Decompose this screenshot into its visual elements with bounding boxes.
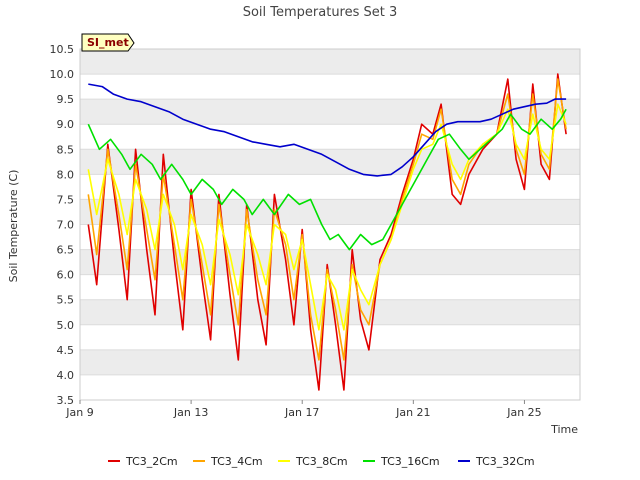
plot-border <box>79 48 581 401</box>
y-tick-label: 6.0 <box>57 269 75 282</box>
series-lines <box>87 73 567 391</box>
station-badge: SI_met <box>81 33 135 52</box>
y-tick-label: 7.0 <box>57 219 75 232</box>
grid-band <box>80 199 580 225</box>
x-tick-label: Jan 21 <box>395 406 430 419</box>
grid-band <box>80 99 580 125</box>
y-tick-label: 4.5 <box>57 344 75 357</box>
station-badge-box <box>81 33 135 52</box>
legend-label: TC3_16Cm <box>380 455 440 468</box>
y-tick-label: 8.0 <box>57 168 75 181</box>
y-tick-label: 7.5 <box>57 193 75 206</box>
chart-title: Soil Temperatures Set 3 <box>243 5 398 20</box>
legend-label: TC3_2Cm <box>125 455 178 468</box>
legend-label: TC3_4Cm <box>210 455 263 468</box>
grid-band <box>80 349 580 375</box>
y-tick-label: 8.5 <box>57 143 75 156</box>
y-tick-label: 5.0 <box>57 319 75 332</box>
x-tick-label: Jan 9 <box>65 406 93 419</box>
y-tick-label: 4.0 <box>57 369 75 382</box>
y-tick-label: 3.5 <box>57 394 75 407</box>
grid-band <box>80 249 580 275</box>
x-axis-label: Time <box>550 423 578 436</box>
x-axis-ticks: Jan 9 Jan 13 Jan 17 Jan 21 Jan 25 <box>65 400 542 419</box>
y-tick-label: 10.0 <box>50 68 75 81</box>
legend: TC3_2Cm TC3_4Cm TC3_8Cm TC3_16Cm TC3_32Cm <box>108 455 535 468</box>
y-tick-label: 9.5 <box>57 93 75 106</box>
y-axis-ticks: 3.5 4.0 4.5 5.0 5.5 6.0 6.5 7.0 7.5 8.0 8.5 9.0 9.5 1… <box>50 43 75 407</box>
series-line-tc3-8cm <box>87 103 567 331</box>
legend-label: TC3_8Cm <box>295 455 348 468</box>
station-badge-label: SI_met <box>87 36 129 49</box>
y-tick-label: 10.5 <box>50 43 75 56</box>
y-tick-label: 6.5 <box>57 244 75 257</box>
x-tick-label: Jan 17 <box>284 406 319 419</box>
x-tick-label: Jan 25 <box>506 406 541 419</box>
grid-band <box>80 299 580 325</box>
y-tick-label: 9.0 <box>57 118 75 131</box>
series-line-tc3-32cm <box>88 83 567 177</box>
x-tick-label: Jan 13 <box>173 406 208 419</box>
grid-band <box>80 49 580 75</box>
series-line-tc3-16cm <box>87 108 567 251</box>
y-axis-label: Soil Temperature (C) <box>7 170 20 283</box>
y-tick-label: 5.5 <box>57 294 75 307</box>
plot-background <box>79 48 581 401</box>
legend-label: TC3_32Cm <box>475 455 535 468</box>
